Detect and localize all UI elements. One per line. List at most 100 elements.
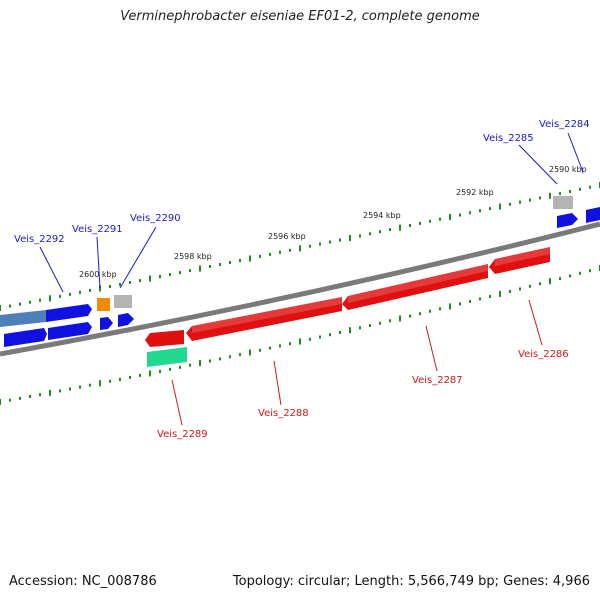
gene-veis-2287[interactable]: [342, 264, 488, 310]
gene-veis-2291[interactable]: [4, 328, 47, 347]
gene-misc-gray-right[interactable]: [553, 196, 573, 209]
kbp-label-2596: 2596 kbp: [268, 232, 306, 241]
inner-tick-ring: [0, 265, 600, 405]
gene-veis-2292[interactable]: [0, 310, 46, 327]
inner-tick: [0, 399, 1, 405]
gene-shading: [192, 247, 550, 333]
inner-tick: [549, 278, 551, 285]
outer-tick: [9, 304, 11, 308]
gene-veis-2284[interactable]: [586, 207, 600, 223]
outer-tick: [159, 275, 161, 279]
gene-veis-2290[interactable]: [100, 317, 113, 330]
inner-tick: [219, 357, 221, 361]
inner-tick: [49, 389, 51, 396]
label-veis-2285[interactable]: Veis_2285: [483, 133, 534, 144]
gene-veis-2289[interactable]: [147, 347, 187, 367]
outer-tick: [229, 261, 231, 264]
inner-tick: [329, 333, 331, 337]
outer-tick: [559, 192, 561, 196]
outer-tick: [189, 269, 191, 273]
outer-tick: [49, 295, 51, 302]
outer-tick: [0, 305, 1, 311]
outer-tick: [349, 235, 351, 241]
outer-tick: [329, 240, 331, 244]
inner-tick: [539, 282, 541, 286]
inner-tick: [349, 327, 351, 334]
genome-summary-text: Topology: circular; Length: 5,566,749 bp…: [232, 574, 590, 589]
inner-tick: [299, 338, 301, 345]
inner-tick: [159, 369, 161, 373]
label-veis-2292[interactable]: Veis_2292: [14, 234, 65, 245]
outer-tick: [279, 250, 281, 254]
gene-veis-2290-b[interactable]: [118, 313, 134, 327]
inner-tick: [509, 289, 511, 293]
inner-tick: [569, 274, 571, 278]
inner-tick: [419, 312, 421, 316]
label-veis-2288[interactable]: Veis_2288: [258, 408, 309, 419]
outer-tick: [519, 200, 521, 204]
inner-tick: [499, 290, 501, 297]
outer-tick: [19, 302, 21, 306]
outer-tick: [209, 265, 211, 268]
inner-tick: [169, 367, 171, 371]
outer-tick: [29, 300, 31, 304]
outer-tick: [529, 198, 531, 202]
gene-misc-gray[interactable]: [114, 295, 132, 308]
outer-tick: [69, 292, 71, 296]
outer-tick: [199, 265, 201, 272]
outer-tick: [39, 298, 41, 302]
label-veis-2290[interactable]: Veis_2290: [130, 213, 181, 224]
inner-tick: [109, 379, 111, 383]
label-veis-2291[interactable]: Veis_2291: [72, 224, 123, 235]
gene-misc-orange[interactable]: [97, 298, 110, 311]
inner-tick: [269, 346, 271, 350]
inner-tick: [119, 377, 121, 381]
inner-tick: [29, 395, 31, 398]
gene-veis-2285[interactable]: [557, 213, 578, 228]
outer-tick: [549, 192, 551, 199]
inner-tick: [429, 309, 431, 313]
outer-tick: [389, 228, 391, 232]
outer-tick: [339, 238, 341, 242]
kbp-label-2600: 2600 kbp: [79, 270, 117, 279]
label-veis-2286[interactable]: Veis_2286: [518, 349, 569, 360]
inner-tick: [339, 331, 341, 334]
accession-text: Accession: NC_008786: [9, 574, 157, 589]
outer-tick: [249, 255, 251, 262]
outer-tick: [369, 232, 371, 236]
inner-tick: [579, 271, 581, 275]
reverse-gene-labels: Veis_2289 Veis_2288 Veis_2287 Veis_2286: [157, 349, 569, 440]
gene-veis-2289-a[interactable]: [145, 330, 184, 347]
inner-tick: [369, 324, 371, 327]
inner-tick: [279, 344, 281, 348]
inner-tick: [199, 360, 201, 367]
inner-tick: [19, 396, 21, 400]
inner-tick: [189, 363, 191, 367]
gene-veis-2288[interactable]: [186, 297, 342, 341]
outer-tick: [219, 263, 221, 266]
inner-tick: [559, 277, 561, 281]
inner-tick: [209, 359, 211, 363]
label-veis-2284[interactable]: Veis_2284: [539, 119, 590, 130]
inner-tick: [479, 297, 481, 301]
inner-tick: [289, 342, 291, 346]
outer-tick: [579, 187, 581, 191]
outer-tick: [469, 211, 471, 215]
label-veis-2287[interactable]: Veis_2287: [412, 375, 463, 386]
gene-veis-2291-b[interactable]: [48, 322, 92, 340]
inner-tick: [459, 302, 461, 306]
gene-veis-2292-arrow[interactable]: [46, 304, 92, 322]
outer-tick: [319, 242, 321, 246]
forward-leader-lines: [39, 132, 584, 293]
gene-veis-2286[interactable]: [489, 247, 550, 274]
inner-tick: [259, 348, 261, 352]
inner-tick: [469, 299, 471, 303]
inner-tick: [89, 383, 91, 387]
inner-tick: [249, 349, 251, 356]
inner-tick: [309, 337, 311, 341]
outer-tick: [449, 214, 451, 221]
outer-tick: [589, 185, 591, 189]
label-veis-2289[interactable]: Veis_2289: [157, 429, 208, 440]
forward-gene-labels: Veis_2292 Veis_2291 Veis_2290 Veis_2285 …: [14, 119, 590, 245]
